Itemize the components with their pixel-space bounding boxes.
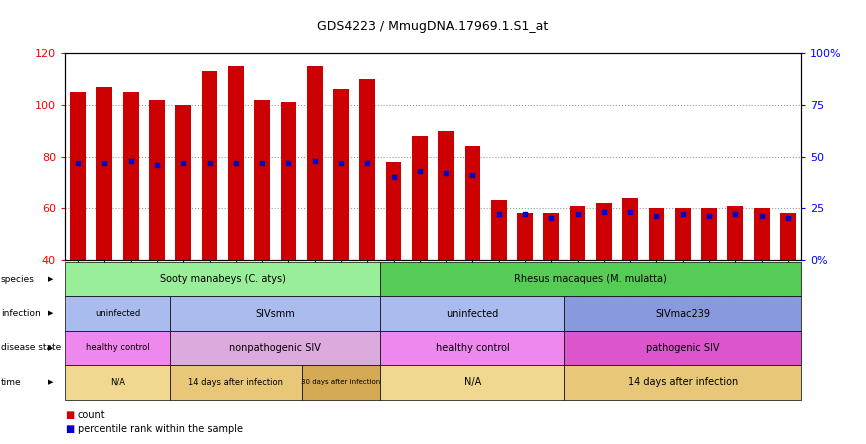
Point (597, 209, 611, 216)
Point (360, 159, 374, 166)
Bar (491, 200, 507, 363)
Point (281, 159, 295, 166)
Point (413, 167, 427, 174)
Point (203, 159, 216, 166)
Bar (228, 66, 243, 363)
Point (754, 213, 768, 220)
Bar (307, 66, 322, 363)
Point (229, 159, 242, 166)
Point (150, 161, 164, 168)
Point (571, 211, 585, 218)
Point (439, 170, 453, 177)
Text: 30 days after infection: 30 days after infection (301, 379, 381, 385)
Text: Sooty manabeys (C. atys): Sooty manabeys (C. atys) (159, 274, 286, 284)
Point (255, 159, 269, 166)
Point (98, 159, 112, 166)
Text: infection: infection (1, 309, 41, 318)
Text: N/A: N/A (110, 378, 125, 387)
Point (492, 211, 506, 218)
Bar (596, 203, 611, 363)
Bar (727, 206, 743, 363)
Text: SIVmac239: SIVmac239 (656, 309, 710, 319)
Point (466, 171, 480, 178)
Text: N/A: N/A (464, 377, 481, 388)
Text: pathogenic SIV: pathogenic SIV (646, 343, 720, 353)
Bar (623, 198, 638, 363)
Bar (570, 206, 585, 363)
Point (650, 213, 663, 220)
Bar (333, 89, 349, 363)
Text: GDS4223 / MmugDNA.17969.1.S1_at: GDS4223 / MmugDNA.17969.1.S1_at (317, 20, 549, 33)
Bar (70, 92, 86, 363)
Bar (123, 92, 139, 363)
Bar (464, 146, 481, 363)
Text: 14 days after infection: 14 days after infection (628, 377, 738, 388)
Bar (753, 208, 770, 363)
Text: count: count (78, 410, 106, 420)
Text: healthy control: healthy control (86, 344, 149, 353)
Bar (202, 71, 217, 363)
Point (71, 159, 85, 166)
Text: SIVsmm: SIVsmm (255, 309, 295, 319)
Point (545, 215, 559, 222)
Point (334, 159, 348, 166)
Bar (96, 87, 113, 363)
Text: 14 days after infection: 14 days after infection (188, 378, 283, 387)
Bar (649, 208, 664, 363)
Text: ▶: ▶ (48, 379, 53, 385)
Bar (544, 213, 559, 363)
Bar (675, 208, 691, 363)
Point (728, 211, 742, 218)
Point (386, 174, 400, 181)
Point (781, 215, 795, 222)
Bar (412, 136, 428, 363)
Text: ▶: ▶ (48, 276, 53, 282)
Text: ▶: ▶ (48, 345, 53, 351)
Bar (385, 162, 402, 363)
Text: nonpathogenic SIV: nonpathogenic SIV (229, 343, 321, 353)
Text: percentile rank within the sample: percentile rank within the sample (78, 424, 243, 434)
Point (702, 213, 716, 220)
Bar (255, 100, 270, 363)
Bar (438, 131, 454, 363)
Point (675, 211, 689, 218)
Bar (780, 213, 796, 363)
Text: uninfected: uninfected (95, 309, 140, 318)
Text: time: time (1, 378, 22, 387)
Point (624, 209, 637, 216)
Point (307, 157, 321, 164)
Text: ▶: ▶ (48, 310, 53, 317)
Point (177, 159, 191, 166)
Text: disease state: disease state (1, 344, 61, 353)
Point (124, 157, 138, 164)
Bar (517, 213, 533, 363)
Text: ■: ■ (65, 410, 74, 420)
Point (518, 211, 532, 218)
Bar (149, 100, 165, 363)
Bar (281, 102, 296, 363)
Text: ■: ■ (65, 424, 74, 434)
Text: healthy control: healthy control (436, 343, 509, 353)
Bar (175, 105, 191, 363)
Text: uninfected: uninfected (446, 309, 499, 319)
Bar (701, 208, 717, 363)
Text: Rhesus macaques (M. mulatta): Rhesus macaques (M. mulatta) (514, 274, 667, 284)
Bar (359, 79, 375, 363)
Text: species: species (1, 275, 35, 284)
